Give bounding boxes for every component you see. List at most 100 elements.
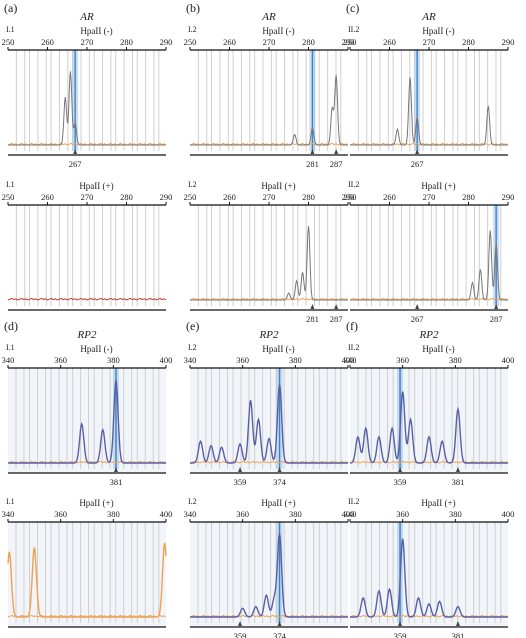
sample-label: I.2 [188,180,197,189]
plot-area [8,205,166,310]
tick-label: 380 [289,509,302,519]
fragment-label: 267 [411,314,424,324]
tick-label: 400 [502,509,515,519]
plot-area [8,50,166,155]
sample-label: I.2 [188,497,197,506]
fragment-marker [238,467,243,472]
plot-area [350,50,508,155]
panel-9: I.2 HpaII (+) 340 360 380 400 359 374 [184,497,355,638]
tick-label: 360 [54,355,67,365]
baseline-trace [7,297,167,301]
tick-label: 340 [344,509,357,519]
tick-label: 250 [184,37,197,47]
baseline-trace [349,460,509,464]
tick-label: 260 [41,37,54,47]
panel-letter: (e) [186,319,199,333]
tick-label: 260 [223,192,236,202]
sample-label: I.1 [6,343,15,352]
sample-label: II.2 [348,180,359,189]
fragment-label: 287 [490,314,503,324]
panel-6: (d) RP2 I.1 HpaII (-) 340 360 380 400 381 [2,319,173,487]
tick-label: 280 [462,192,475,202]
signal-trace [349,391,508,464]
tick-label: 400 [342,355,355,365]
panel-letter: (b) [186,1,200,15]
tick-label: 270 [423,192,436,202]
tick-label: 250 [344,192,357,202]
tick-label: 380 [449,509,462,519]
enzyme-label: HpaII (-) [80,26,112,36]
tick-label: 360 [54,509,67,519]
enzyme-label: HpaII (+) [79,498,113,508]
panel-letter: (d) [4,319,18,333]
enzyme-label: HpaII (+) [261,181,295,191]
fragment-label: 374 [273,477,287,487]
tick-label: 270 [263,192,276,202]
signal-trace [7,542,167,618]
signal-trace [350,77,508,146]
plot-area [190,368,348,473]
signal-trace [8,380,166,464]
tick-label: 340 [344,355,357,365]
tick-label: 270 [263,37,276,47]
enzyme-label: HpaII (-) [422,344,454,354]
signal-trace [350,230,508,301]
sample-label: II.2 [348,343,359,352]
panel-10: (f) RP2 II.2 HpaII (-) 340 360 380 400 359 381 [344,319,515,487]
fragment-marker [398,621,403,626]
fragment-label: 381 [452,477,465,487]
plot-area [190,50,348,155]
enzyme-label: HpaII (+) [421,181,455,191]
fragment-label: 359 [234,477,247,487]
plot-area [190,522,348,627]
gene-name: AR [261,11,276,23]
fragment-label: 281 [306,159,319,169]
tick-label: 260 [383,192,396,202]
tick-label: 270 [81,192,94,202]
fragment-label: 359 [394,631,407,638]
tick-label: 290 [502,192,515,202]
fragment-label: 359 [394,477,407,487]
tick-label: 380 [289,355,302,365]
signal-trace [8,71,166,146]
tick-label: 400 [160,509,173,519]
tick-label: 380 [107,509,120,519]
signal-trace [190,384,348,464]
fragment-label: 267 [69,159,82,169]
fragment-label: 381 [452,631,465,638]
sample-label: I.2 [188,343,197,352]
tick-label: 250 [2,192,15,202]
fragment-marker [277,621,282,626]
tick-label: 290 [160,37,173,47]
panel-3: I.2 HpaII (+) 250 260 270 280 290 281 287 [184,180,355,324]
tick-label: 340 [2,355,15,365]
fragment-marker [277,467,282,472]
tick-label: 400 [342,509,355,519]
enzyme-label: HpaII (-) [80,344,112,354]
tick-label: 380 [107,355,120,365]
panel-0: (a) AR I.1 HpaII (-) 250 260 270 280 290 267 [2,1,173,169]
panel-11: II.2 HpaII (+) 340 360 380 400 359 381 [344,497,515,638]
fragment-marker [310,304,315,309]
fragment-marker [415,304,420,309]
tick-label: 340 [2,509,15,519]
enzyme-label: HpaII (-) [262,26,294,36]
tick-label: 290 [502,37,515,47]
sample-label: I.1 [6,180,15,189]
panel-7: I.1 HpaII (+) 340 360 380 400 [2,497,173,628]
signal-trace [350,538,508,618]
fragment-marker [494,304,499,309]
gene-name: AR [79,11,94,23]
fragment-label: 281 [306,314,319,324]
sample-label: I.1 [6,25,15,34]
fragment-label: 359 [234,631,247,638]
plot-area [190,205,348,310]
baseline-trace [189,460,349,464]
sample-label: II.2 [348,497,359,506]
tick-label: 360 [236,509,249,519]
fragment-marker [398,467,403,472]
tick-label: 400 [160,355,173,365]
fragment-label: 381 [110,477,123,487]
plot-area [350,522,508,627]
fragment-marker [455,467,460,472]
